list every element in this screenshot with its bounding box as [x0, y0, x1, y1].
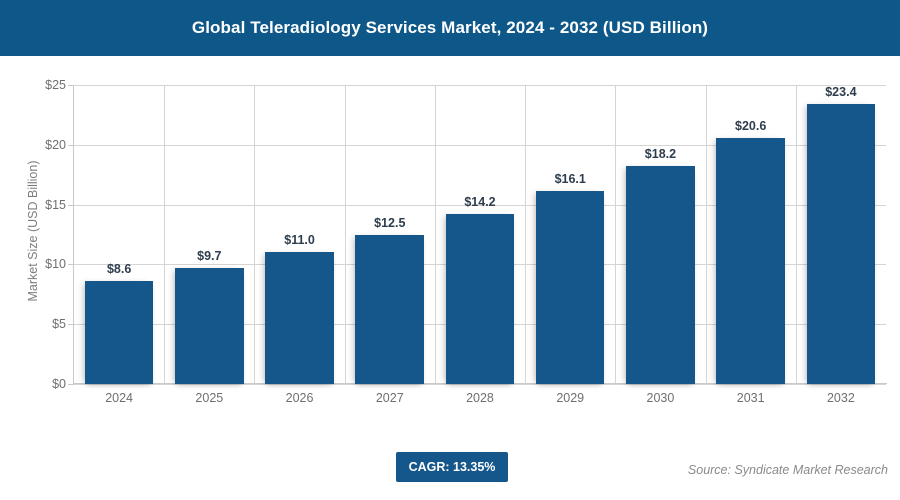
chart-header-band: Global Teleradiology Services Market, 20…	[0, 0, 900, 56]
gridline-horizontal	[74, 144, 886, 146]
gridline-vertical	[435, 85, 436, 384]
gridline-horizontal	[74, 384, 886, 385]
y-axis-tick	[68, 144, 74, 146]
chart-region: Market Size (USD Billion) $0 $5 $10 $15 $20 $…	[0, 56, 900, 444]
bar[interactable]	[355, 234, 425, 384]
bar-value-label: $12.5	[374, 215, 406, 230]
y-axis-tick-label: $15	[45, 197, 66, 212]
y-axis-tick	[68, 264, 74, 266]
x-axis-tick-label: 2031	[736, 391, 765, 405]
gridline-vertical	[525, 85, 526, 384]
page-title: Global Teleradiology Services Market, 20…	[191, 18, 709, 37]
bar-value-label: $9.7	[197, 249, 222, 263]
y-axis-tick	[68, 324, 74, 326]
x-axis-tick-label: 2026	[285, 391, 314, 405]
bar-group[interactable]: $9.7 2025	[164, 85, 254, 405]
y-axis-line	[73, 85, 74, 384]
y-axis-tick-label: $10	[45, 257, 66, 272]
y-axis-tick-label: $20	[45, 137, 66, 152]
bar[interactable]	[265, 252, 334, 384]
bar-group[interactable]: $12.5 2027	[345, 85, 435, 405]
y-axis-tick-label: $5	[52, 317, 66, 332]
source-note: Source: Syndicate Market Research	[687, 463, 888, 477]
x-axis-tick-label: 2027	[375, 391, 404, 405]
gridline-vertical	[796, 85, 797, 384]
bar-value-label: $8.6	[106, 262, 132, 277]
gridline-horizontal	[74, 85, 886, 86]
bar[interactable]	[175, 268, 244, 384]
bar[interactable]	[84, 281, 154, 384]
bar[interactable]	[716, 137, 785, 384]
y-axis-tick	[68, 384, 74, 385]
bar-group[interactable]: $11.0 2026	[254, 85, 344, 405]
bar-group[interactable]: $16.1 2029	[525, 85, 615, 405]
gridline-vertical	[345, 85, 346, 384]
y-axis-tick	[68, 204, 74, 206]
y-axis-tick	[68, 85, 74, 86]
bar[interactable]	[535, 191, 605, 384]
x-axis-tick-label: 2025	[195, 391, 224, 405]
bar[interactable]	[626, 166, 695, 384]
bar-group[interactable]: $18.2 2030	[615, 85, 705, 405]
bar-series: $8.6 2024 $9.7 2025 $11.0 2026 $12.5 2027 $14.2 2…	[74, 85, 886, 405]
x-axis-tick-label: 2029	[556, 391, 585, 405]
gridline-vertical	[164, 85, 165, 384]
x-axis-tick-label: 2024	[105, 391, 134, 405]
x-axis-tick-label: 2028	[466, 391, 494, 405]
bar[interactable]	[445, 214, 515, 384]
bar[interactable]	[806, 104, 876, 384]
bar-value-label: $18.2	[644, 147, 677, 162]
y-axis-tick-label: $25	[45, 78, 66, 92]
gridline-vertical	[254, 85, 255, 384]
cagr-badge: CAGR: 13.35%	[396, 452, 508, 482]
x-axis-tick-label: 2030	[646, 391, 675, 405]
gridline-vertical	[615, 85, 616, 384]
x-axis-tick-label: 2032	[826, 391, 855, 405]
bar-value-label: $11.0	[284, 233, 315, 248]
bar-group[interactable]: $20.6 2031	[706, 85, 796, 405]
y-axis-tick-label: $0	[52, 377, 66, 391]
bar-group[interactable]: $23.4 2032	[796, 85, 886, 405]
bar-value-label: $14.2	[464, 195, 496, 210]
bar-value-label: $23.4	[825, 85, 857, 100]
y-axis-title: Market Size (USD Billion)	[26, 160, 40, 302]
bar-value-label: $20.6	[735, 118, 767, 133]
bar-group[interactable]: $14.2 2028	[435, 85, 525, 405]
gridline-horizontal	[74, 204, 886, 206]
bar-value-label: $16.1	[554, 172, 586, 187]
bar-group[interactable]: $8.6 2024	[74, 85, 164, 405]
plot-area: $0 $5 $10 $15 $20 $25 $8.6 2024 $9.7 2025 $11.0 20…	[45, 78, 887, 405]
gridline-vertical	[706, 85, 707, 384]
